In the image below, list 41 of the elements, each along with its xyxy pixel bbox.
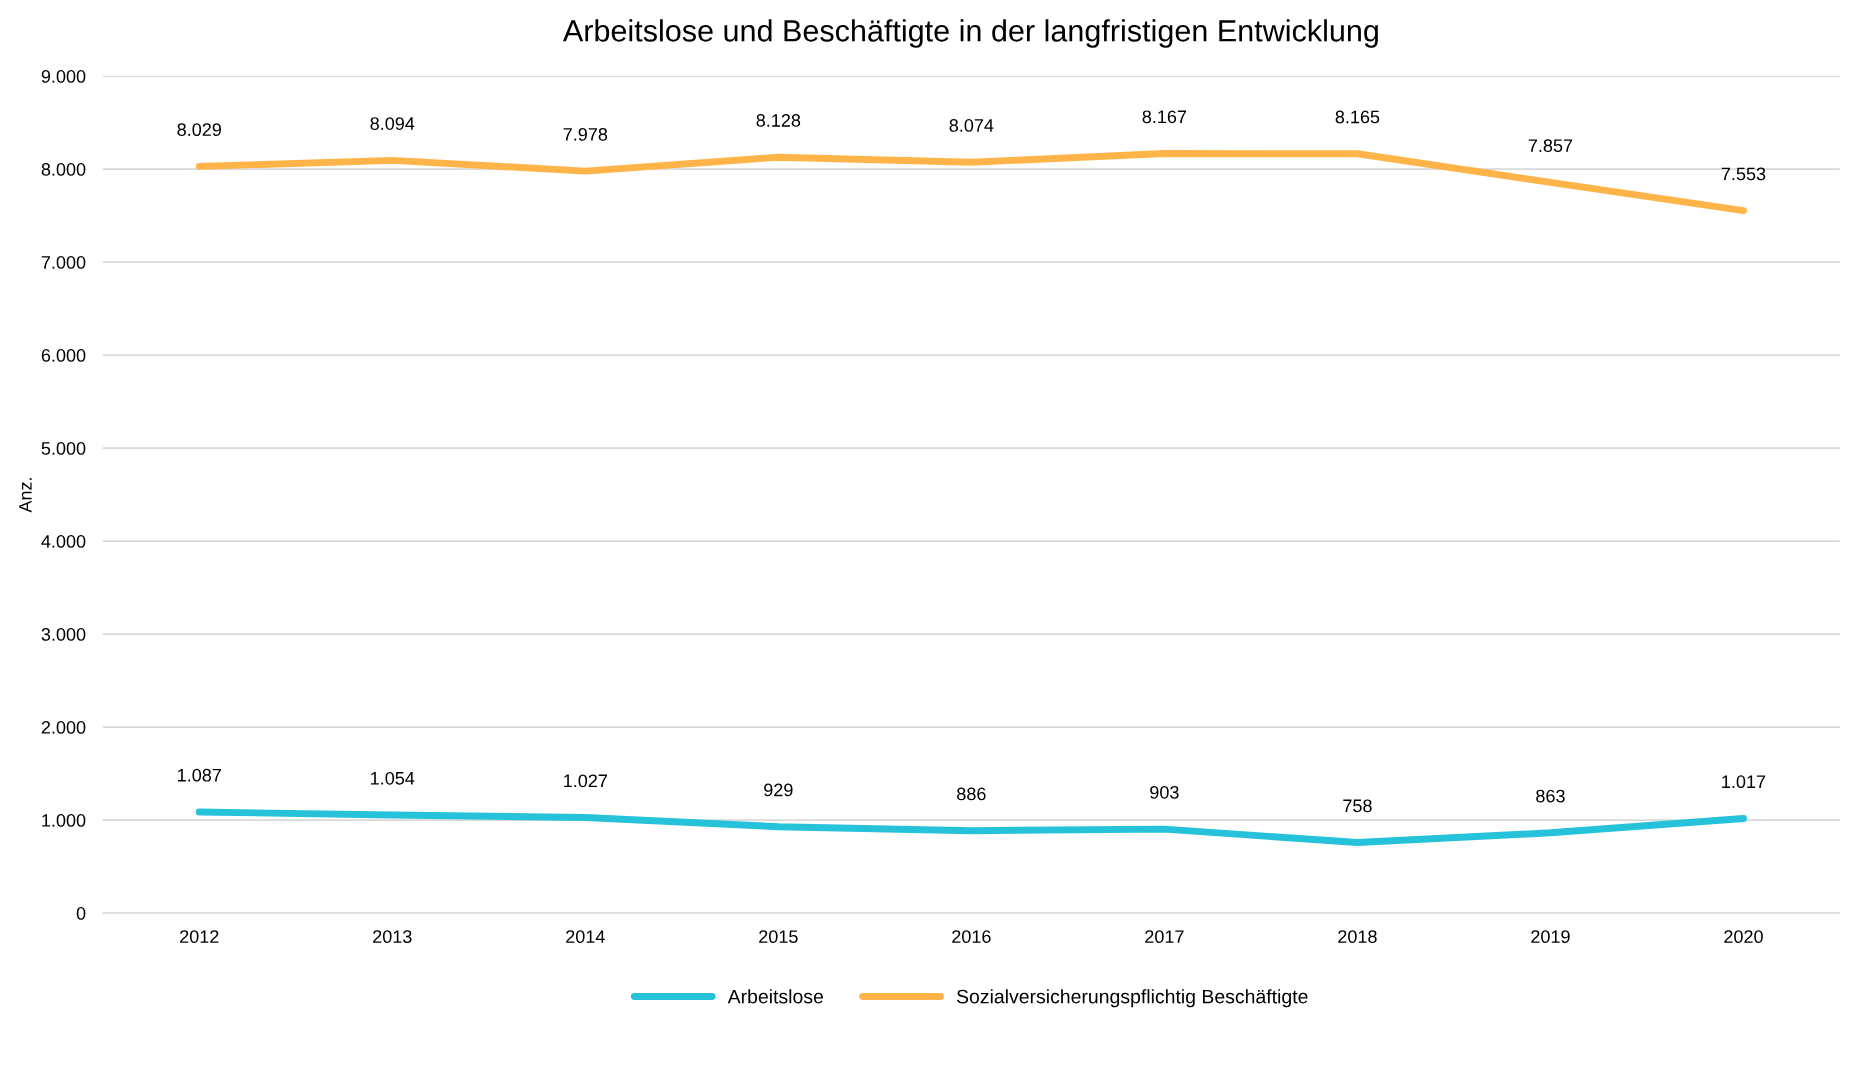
data-label: 1.027 (564, 774, 607, 788)
data-label: 1.017 (1722, 775, 1766, 789)
chart-title: Arbeitslose und Beschäftigte in der langfristigen Entwicklung (562, 19, 1378, 48)
data-label: 903 (1150, 785, 1179, 799)
y-axis-title: Anz. (19, 478, 32, 513)
y-tick-label: 7.000 (41, 256, 86, 269)
data-label: 863 (1536, 789, 1565, 803)
data-label: 8.094 (370, 117, 415, 130)
x-tick-label: 2018 (1338, 930, 1377, 944)
x-tick-label: 2017 (1145, 930, 1184, 944)
y-tick-label: 5.000 (41, 442, 86, 455)
y-tick-label: 3.000 (41, 628, 86, 641)
x-tick-label: 2013 (373, 930, 412, 944)
legend-label: Sozialversicherungspflichtig Beschäftigte (956, 989, 1308, 1008)
data-label: 1.054 (371, 771, 415, 785)
data-label: 1.087 (178, 768, 221, 782)
data-label: 8.074 (949, 119, 994, 132)
data-label: 758 (1343, 799, 1372, 813)
y-tick-label: 4.000 (41, 535, 86, 548)
data-label: 8.029 (177, 123, 221, 137)
y-tick-label: 0 (76, 907, 86, 920)
y-tick-label: 6.000 (41, 349, 86, 362)
y-tick-label: 2.000 (41, 721, 86, 734)
data-label: 8.167 (1142, 110, 1187, 124)
y-tick-label: 8.000 (41, 163, 86, 176)
x-tick-label: 2016 (952, 930, 991, 944)
x-tick-label: 2015 (759, 930, 798, 944)
data-label: 929 (764, 783, 793, 797)
data-label: 7.978 (563, 127, 608, 141)
data-label: 8.165 (1335, 110, 1380, 124)
data-label: 7.553 (1721, 167, 1766, 181)
data-label: 886 (957, 787, 986, 801)
x-tick-label: 2014 (566, 930, 605, 944)
data-label: 7.857 (1528, 139, 1573, 153)
x-tick-label: 2019 (1531, 930, 1570, 944)
x-tick-label: 2012 (180, 930, 219, 944)
y-tick-label: 9.000 (41, 70, 86, 83)
x-tick-label: 2020 (1724, 930, 1763, 944)
data-label: 8.128 (756, 114, 801, 127)
y-tick-label: 1.000 (42, 814, 86, 827)
legend-label: Arbeitslose (727, 989, 823, 1004)
